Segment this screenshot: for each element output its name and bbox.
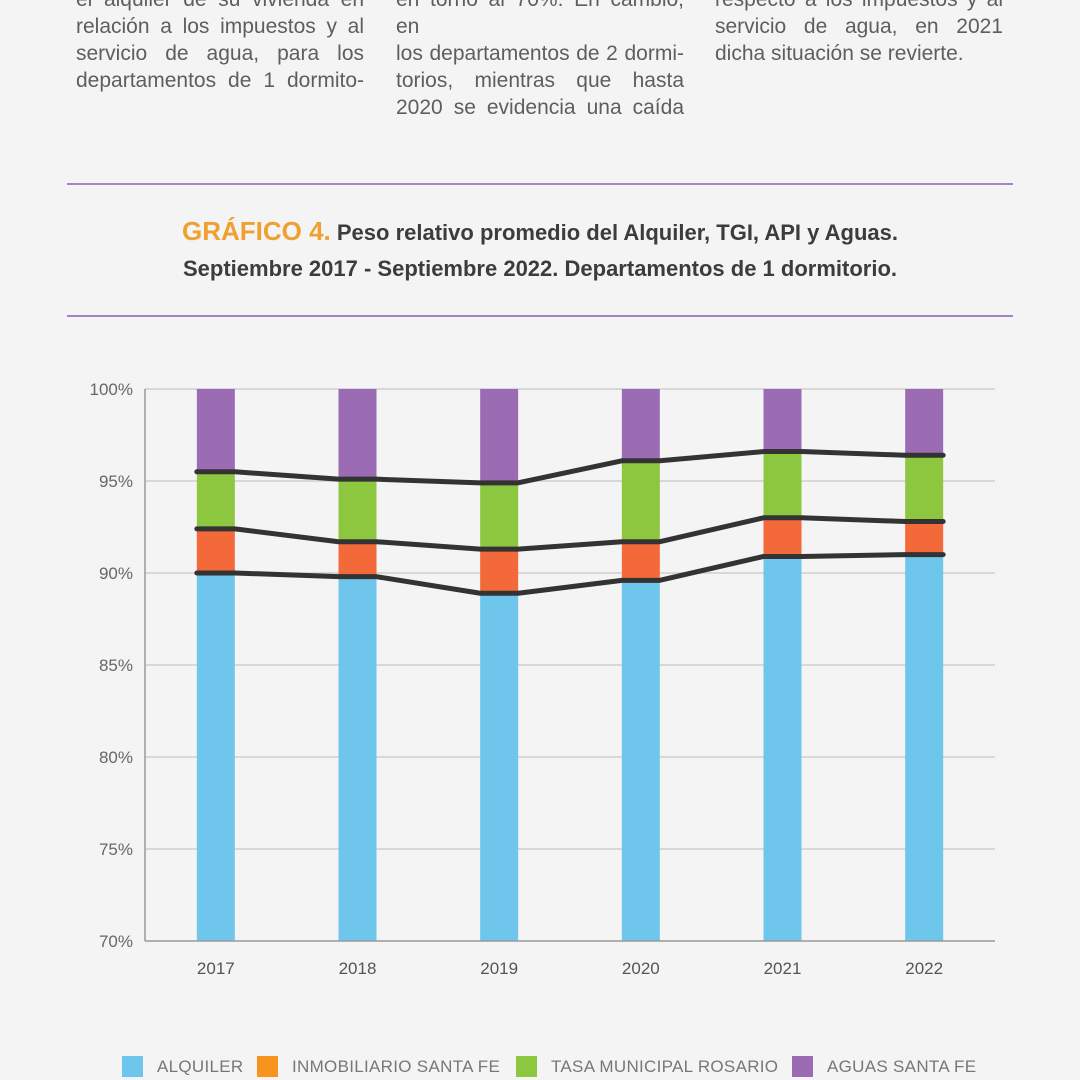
x-tick-label: 2020: [622, 959, 660, 978]
x-tick-label: 2017: [197, 959, 235, 978]
boundary-lines: [194, 449, 946, 596]
paragraph-line: 2020 se evidencia una caída: [396, 96, 684, 119]
bar-segment-alquiler-2017: [196, 573, 235, 941]
divider-bottom: [67, 315, 1013, 317]
bar-segment-alquiler-2018: [338, 576, 377, 941]
bar-segment-alquiler-2022: [905, 554, 944, 941]
x-tick-label: 2018: [339, 959, 377, 978]
legend-item: INMOBILIARIO SANTA FE: [257, 1056, 500, 1077]
bar-segment-tasa-municipal-rosario-2018: [338, 479, 377, 542]
chart-title-line-1: GRÁFICO 4. Peso relativo promedio del Al…: [0, 216, 1080, 247]
bar-segment-alquiler-2020: [621, 580, 660, 941]
y-tick-label: 75%: [99, 840, 133, 859]
bar-segment-inmobiliario-santa-fe-2019: [480, 549, 519, 594]
bar-segment-tasa-municipal-rosario-2019: [480, 482, 519, 550]
bar-segment-aguas-santa-fe-2020: [621, 389, 660, 461]
y-tick-label: 80%: [99, 748, 133, 767]
legend-swatch-icon: [122, 1056, 143, 1077]
legend-item: AGUAS SANTA FE: [792, 1056, 976, 1077]
text-column-1: el alquiler de su vivienda en relación a …: [76, 0, 364, 94]
legend-label: INMOBILIARIO SANTA FE: [292, 1056, 501, 1076]
legend-swatch-icon: [257, 1056, 278, 1077]
y-tick-label: 85%: [99, 656, 133, 675]
paragraph-line: dicha situación se revierte.: [715, 42, 964, 65]
paragraph-line: el alquiler de su vivienda en: [76, 0, 364, 13]
x-axis-ticks: 2017 2018 2019 2020 2021 2022: [197, 959, 943, 978]
y-tick-label: 95%: [99, 472, 133, 491]
bars: [196, 389, 944, 941]
bar-segment-inmobiliario-santa-fe-2018: [338, 541, 377, 577]
bar-segment-aguas-santa-fe-2018: [338, 389, 377, 480]
boundary-line-1: [194, 552, 946, 596]
paragraph-line: respecto a los impuestos y al: [715, 0, 1003, 13]
bar-segment-aguas-santa-fe-2017: [196, 389, 235, 472]
x-tick-label: 2019: [480, 959, 518, 978]
bar-segment-aguas-santa-fe-2022: [905, 389, 944, 456]
bar-segment-inmobiliario-santa-fe-2022: [905, 521, 944, 555]
legend-label: AGUAS SANTA FE: [827, 1056, 977, 1076]
paragraph-line: servicio de agua, para los: [76, 42, 364, 65]
text-column-3: respecto a los impuestos y al servicio de…: [715, 0, 1003, 67]
x-tick-label: 2021: [764, 959, 802, 978]
legend-swatch-icon: [516, 1056, 537, 1077]
bar-segment-tasa-municipal-rosario-2017: [196, 471, 235, 529]
bar-segment-alquiler-2021: [763, 556, 802, 941]
stacked-bar-chart: 70%75%80%85%90%95%100% 2017 2018 2019 2020 2…: [90, 380, 995, 978]
y-tick-label: 100%: [90, 380, 133, 399]
y-tick-label: 70%: [99, 932, 133, 951]
legend-label: TASA MUNICIPAL ROSARIO: [551, 1056, 779, 1076]
y-tick-label: 90%: [99, 564, 133, 583]
bar-segment-aguas-santa-fe-2021: [763, 389, 802, 452]
bar-segment-inmobiliario-santa-fe-2017: [196, 528, 235, 573]
bar-segment-tasa-municipal-rosario-2021: [763, 451, 802, 518]
legend-swatch-icon: [792, 1056, 813, 1077]
axes: [144, 389, 995, 942]
paragraph-line: relación a los impuestos y al: [76, 15, 364, 38]
bar-segment-inmobiliario-santa-fe-2021: [763, 517, 802, 557]
y-axis-ticks: 70% 75% 80% 85% 90% 95% 100%: [90, 380, 133, 951]
divider-top: [67, 183, 1013, 185]
chart-title-line-2: Septiembre 2017 - Septiembre 2022. Depar…: [182, 256, 898, 281]
paragraph-line: servicio de agua, en 2021: [715, 15, 1003, 38]
x-tick-label: 2022: [905, 959, 943, 978]
text-column-2: en torno al 70%. En cambio, en los depart…: [396, 0, 684, 121]
legend-item: ALQUILER: [122, 1056, 244, 1077]
chart-legend: ALQUILER INMOBILIARIO SANTA FE TASA MUNICI…: [0, 1056, 1080, 1080]
bar-segment-tasa-municipal-rosario-2022: [905, 455, 944, 522]
paragraph-line: torios, mientras que hasta: [396, 69, 684, 92]
paragraph-line: en torno al 70%. En cambio, en: [396, 0, 684, 38]
bar-segment-tasa-municipal-rosario-2020: [621, 460, 660, 542]
boundary-line-3: [194, 449, 946, 486]
bar-segment-aguas-santa-fe-2019: [480, 389, 519, 483]
boundary-line-2: [194, 515, 946, 552]
legend-label: ALQUILER: [157, 1056, 244, 1076]
chart-title-text: Peso relativo promedio del Alquiler, TGI…: [330, 220, 899, 245]
bar-segment-inmobiliario-santa-fe-2020: [621, 541, 660, 581]
chart-title-prefix: GRÁFICO 4.: [181, 216, 331, 246]
paragraph-line: departamentos de 1 dormito-: [76, 69, 364, 92]
legend-item: TASA MUNICIPAL ROSARIO: [516, 1056, 778, 1077]
paragraph-line: los departamentos de 2 dormi-: [396, 42, 684, 65]
bar-segment-alquiler-2019: [480, 593, 519, 941]
grid-lines: [145, 388, 995, 850]
